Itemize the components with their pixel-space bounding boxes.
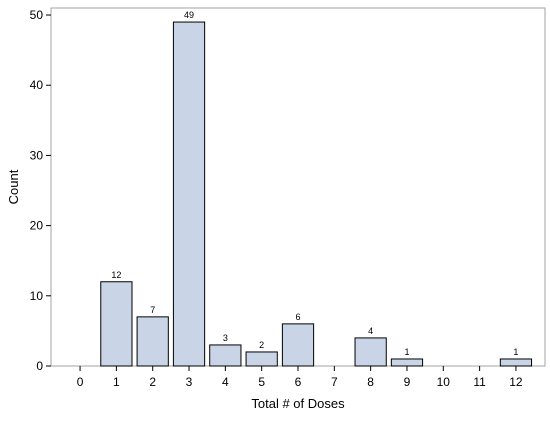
- data-label-1: 12: [111, 270, 121, 280]
- bar-2: [136, 316, 169, 367]
- bar-1: [100, 281, 133, 367]
- x-tick-label-9: 9: [404, 375, 411, 389]
- data-labels-layer: 12 7 49 3 2 6 4 1 1: [111, 10, 518, 357]
- x-tick-label-5: 5: [258, 375, 265, 389]
- bar-9: [390, 358, 424, 367]
- y-tick-label-0: 0: [36, 359, 43, 373]
- bar-4: [209, 344, 242, 367]
- data-label-12: 1: [513, 347, 518, 357]
- data-label-2: 7: [150, 305, 155, 315]
- x-tick-label-8: 8: [367, 375, 374, 389]
- bar-5: [245, 351, 278, 367]
- data-label-4: 3: [223, 333, 228, 343]
- x-tick-label-11: 11: [473, 375, 486, 389]
- y-tick-label-20: 20: [30, 219, 44, 233]
- x-axis-label: Total # of Doses: [251, 396, 345, 411]
- y-axis-label: Count: [6, 169, 21, 204]
- y-tick-label-30: 30: [30, 148, 44, 162]
- bar-6: [281, 323, 315, 367]
- x-tick-label-2: 2: [149, 375, 156, 389]
- data-label-6: 6: [295, 312, 300, 322]
- data-label-9: 1: [404, 347, 409, 357]
- y-axis: 0 10 20 30 40 50: [30, 8, 51, 373]
- x-tick-label-0: 0: [77, 375, 84, 389]
- x-tick-label-7: 7: [331, 375, 338, 389]
- x-tick-label-12: 12: [509, 375, 523, 389]
- bar-8: [354, 337, 387, 367]
- y-tick-label-50: 50: [30, 8, 44, 22]
- x-tick-label-6: 6: [295, 375, 302, 389]
- data-label-3: 49: [184, 10, 194, 20]
- bar-12: [499, 358, 533, 367]
- x-tick-label-3: 3: [186, 375, 193, 389]
- x-tick-label-10: 10: [437, 375, 451, 389]
- x-tick-label-1: 1: [113, 375, 120, 389]
- x-tick-label-4: 4: [222, 375, 229, 389]
- plot-frame: [50, 7, 546, 367]
- data-label-5: 2: [259, 340, 264, 350]
- data-label-8: 4: [368, 326, 373, 336]
- x-axis: 0 1 2 3 4 5 6 7 8 9 10 11 12: [77, 366, 523, 389]
- bars-layer: [100, 21, 533, 367]
- y-tick-label-10: 10: [30, 289, 44, 303]
- y-tick-label-40: 40: [30, 78, 44, 92]
- bar-3: [172, 21, 206, 367]
